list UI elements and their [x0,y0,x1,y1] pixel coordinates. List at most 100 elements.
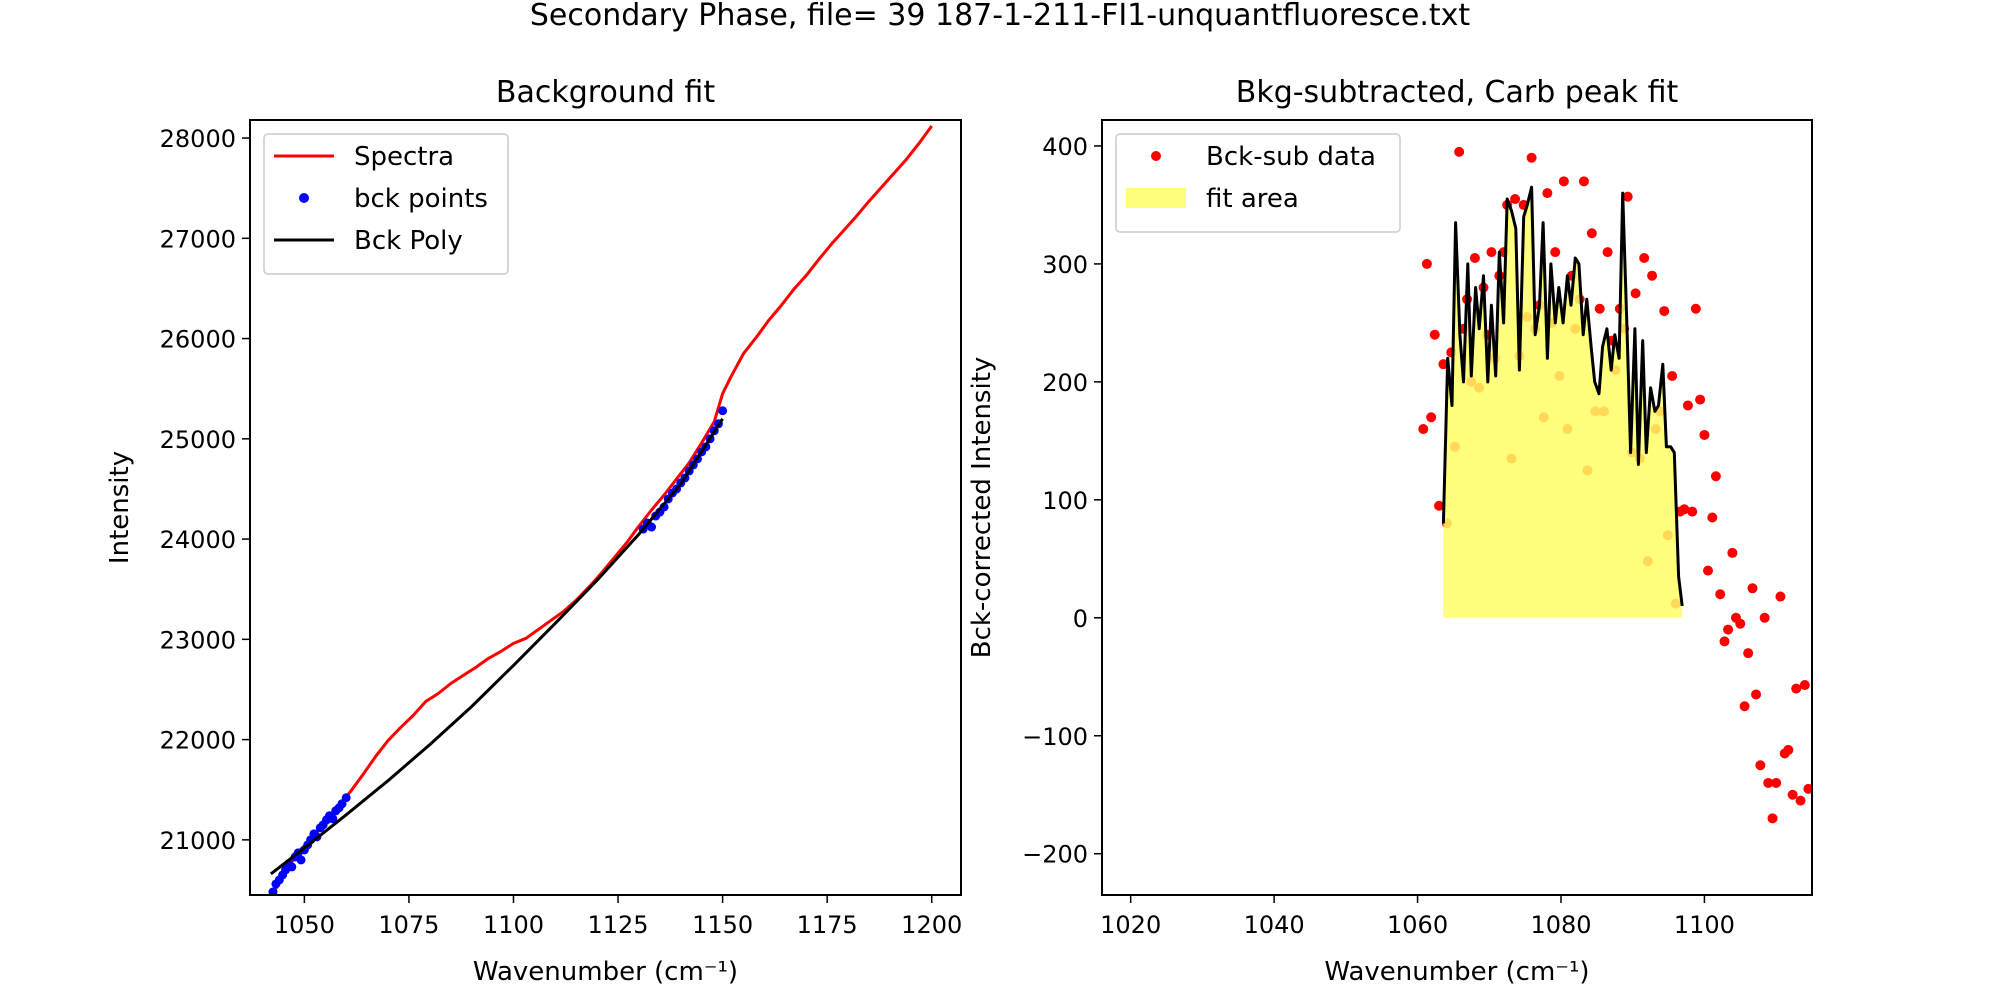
carb-peak-fit-legend-box [1115,133,1401,233]
carb-peak-fit-bck-sub-data-point [1558,176,1569,187]
background-fit-plot-area [268,125,933,895]
background-fit-ytick-label: 23000 [160,626,236,654]
carb-peak-fit-bck-sub-data-point [1755,760,1766,771]
background-fit-ytick-label: 25000 [160,426,236,454]
carb-peak-fit-bck-sub-data-point [1695,394,1706,405]
background-fit-ytick-label: 24000 [160,526,236,554]
background-fit-ytick-label: 28000 [160,125,236,153]
background-fit-bck-points-point [647,522,657,532]
background-fit-ytick-label: 22000 [160,727,236,755]
background-fit-ylabel: Intensity [105,451,135,564]
carb-peak-fit-legend-bck-sub-data-label: Bck-sub data [1206,142,1376,172]
background-fit-xtick-label: 1175 [797,911,858,939]
carb-peak-fit-frame [1101,119,1813,896]
carb-peak-fit-xtick-label: 1080 [1530,911,1591,939]
carb-peak-fit-bck-sub-data-point [1659,306,1670,317]
background-fit-xtick-label: 1200 [901,911,962,939]
background-fit-bck-poly-line [269,417,724,876]
background-fit-bck-points-point [328,814,338,824]
carb-peak-fit-bck-sub-data-point [1639,253,1650,264]
background-fit-title: Background fit [496,75,715,110]
background-fit-xtick-label: 1100 [483,911,544,939]
carb-peak-fit-bck-sub-data-point [1418,424,1429,435]
carb-peak-fit-bck-sub-data-point [1751,689,1762,700]
carb-peak-fit-legend-fit-area-label: fit area [1206,184,1299,214]
carb-peak-fit-bck-sub-data-point [1803,783,1812,794]
background-fit-chart: Background fit 1050 1075 1100 1125 1150 1175 1… [105,75,962,987]
figure-suptitle: Secondary Phase, file= 39 187-1-211-FI1-… [530,0,1471,33]
carb-peak-fit-bck-sub-data-point [1667,370,1678,381]
carb-peak-fit-ytick-label: 400 [1042,133,1088,161]
carb-peak-fit-xtick-label: 1100 [1674,911,1735,939]
carb-peak-fit-bck-sub-data-point [1438,359,1449,370]
carb-peak-fit-xtick-label: 1020 [1100,911,1161,939]
carb-peak-fit-bck-sub-data-point [1775,591,1786,602]
carb-peak-fit-xtick-label: 1040 [1244,911,1305,939]
carb-peak-fit-bck-sub-data-point [1486,247,1497,258]
background-fit-ytick-label: 21000 [160,827,236,855]
background-fit-legend-bck-poly-label: Bck Poly [354,226,463,256]
carb-peak-fit-ytick-label: −200 [1022,841,1088,869]
carb-peak-fit-bck-sub-data-point [1710,471,1721,482]
carb-peak-fit-plot-area [1418,146,1812,824]
background-fit-bck-points-point [341,793,351,803]
background-fit-ytick-label: 26000 [160,326,236,354]
carb-peak-fit-bck-sub-data-point [1687,506,1698,517]
carb-peak-fit-ytick-label: 100 [1042,487,1088,515]
carb-peak-fit-bck-sub-data-point [1795,795,1806,806]
carb-peak-fit-bck-sub-data-point [1727,547,1738,558]
carb-peak-fit-axes-ticks: 1020 1040 1060 1080 1100 −200 −100 0 100 200 300 40… [1022,133,1735,939]
carb-peak-fit-bck-sub-data-point [1690,303,1701,314]
carb-peak-fit-bck-sub-data-point [1429,329,1440,340]
background-fit-legend-bck-points-label: bck points [354,184,488,214]
carb-peak-fit-bck-sub-data-point [1747,583,1758,594]
carb-peak-fit-bck-sub-data-point [1550,247,1561,258]
carb-peak-fit-bck-sub-data-point [1469,253,1480,264]
carb-peak-fit-bck-sub-data-point [1421,258,1432,269]
carb-peak-fit-bck-sub-data-point [1699,429,1710,440]
carb-peak-fit-bck-sub-data-point [1679,504,1690,515]
carb-peak-fit-bck-sub-data-point [1594,303,1605,314]
carb-peak-fit-bck-sub-data-point [1542,188,1553,199]
carb-peak-fit-bck-sub-data-point [1759,612,1770,623]
carb-peak-fit-bck-sub-data-point [1743,648,1754,659]
background-fit-xtick-label: 1050 [274,911,335,939]
background-fit-bck-points-point [718,406,728,416]
carb-peak-fit-bck-sub-data-point [1510,194,1521,205]
carb-peak-fit-bck-sub-data-point [1622,191,1633,202]
carb-peak-fit-title: Bkg-subtracted, Carb peak fit [1236,75,1679,110]
background-fit-xtick-label: 1075 [378,911,439,939]
carb-peak-fit-chart: Bkg-subtracted, Carb peak fit 1020 1040 10… [967,75,1813,987]
carb-peak-fit-bck-sub-data-point [1783,744,1794,755]
carb-peak-fit-bck-sub-data-point [1586,228,1597,239]
carb-peak-fit-xlabel: Wavenumber (cm⁻¹) [1324,957,1589,987]
background-fit-axes-ticks: 1050 1075 1100 1125 1150 1175 1200 21000 22000 23… [160,125,963,939]
carb-peak-fit-ytick-label: 0 [1073,605,1088,633]
background-fit-legend-bck-points-swatch [299,193,309,203]
carb-peak-fit-xtick-label: 1060 [1387,911,1448,939]
carb-peak-fit-bck-sub-data-point [1426,412,1437,423]
background-fit-legend-spectra-label: Spectra [354,142,454,172]
carb-peak-fit-bck-sub-data-point [1703,565,1714,576]
carb-peak-fit-bck-sub-data-point [1767,813,1778,824]
carb-peak-fit-ylabel: Bck-corrected Intensity [967,357,997,659]
carb-peak-fit-bck-sub-data-point [1682,400,1693,411]
carb-peak-fit-legend: Bck-sub data fit area [1115,133,1401,233]
carb-peak-fit-ytick-label: 300 [1042,251,1088,279]
background-fit-bck-points-point [268,887,278,895]
background-fit-xtick-label: 1125 [588,911,649,939]
background-fit-xtick-label: 1150 [692,911,753,939]
carb-peak-fit-bck-sub-data-point [1719,636,1730,647]
carb-peak-fit-bck-sub-data-point [1707,512,1718,523]
carb-peak-fit-bck-sub-data-point [1715,589,1726,600]
background-fit-legend: Spectra bck points Bck Poly [263,133,509,275]
carb-peak-fit-bck-sub-data-point [1791,683,1802,694]
carb-peak-fit-bck-sub-data-point [1602,247,1613,258]
background-fit-bck-points-point [296,855,306,865]
carb-peak-fit-bck-sub-data-point [1735,618,1746,629]
carb-peak-fit-bck-sub-data-point [1723,624,1734,635]
carb-peak-fit-bck-sub-data-point [1739,701,1750,712]
carb-peak-fit-bck-sub-data-point [1454,146,1465,157]
background-fit-spectra-line [273,125,933,891]
carb-peak-fit-bck-sub-data-point [1434,500,1445,511]
